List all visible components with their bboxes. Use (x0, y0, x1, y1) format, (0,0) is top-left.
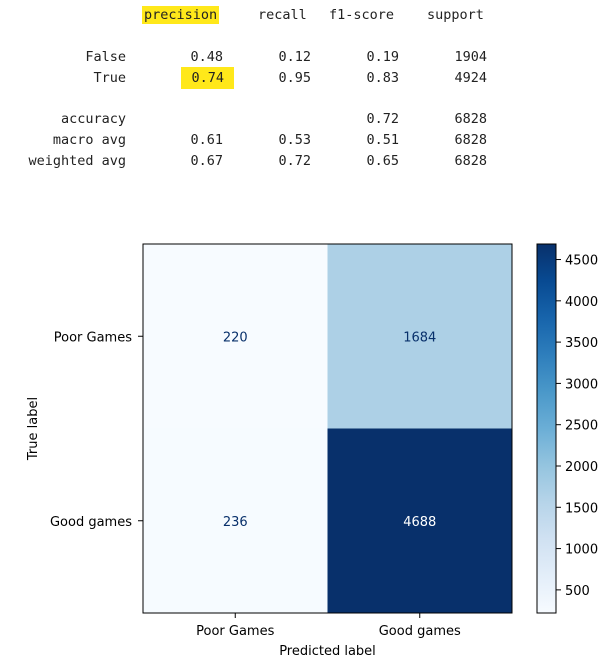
classification-report: precision recall f1-score support False … (0, 0, 612, 180)
colorbar (536, 243, 557, 614)
value-support: 6828 (454, 111, 487, 127)
value-precision-highlighted: 0.74 (181, 67, 234, 89)
value-recall: 0.95 (278, 70, 311, 86)
plot-frame (142, 243, 513, 614)
colorbar-tick-label: 1500 (565, 501, 598, 516)
value-support: 4924 (454, 70, 487, 86)
value-support: 1904 (454, 49, 487, 65)
col-header-f1: f1-score (329, 7, 395, 23)
col-header-support: support (427, 7, 484, 23)
colorbar-tick-label: 4000 (565, 295, 598, 310)
x-axis-label: Predicted label (279, 644, 376, 659)
value-recall: 0.53 (278, 132, 311, 148)
colorbar-tick-label: 3500 (565, 336, 598, 351)
row-label: True (93, 70, 126, 86)
heatmap-cell (143, 244, 328, 429)
cell-value-label: 4688 (403, 515, 436, 530)
colorbar-tick-label: 2000 (565, 460, 598, 475)
cell-value-label: 220 (223, 330, 248, 345)
value-precision: 0.48 (190, 49, 223, 65)
colorbar-tick-label: 4500 (565, 254, 598, 269)
value-recall: 0.12 (278, 49, 311, 65)
value-support: 6828 (454, 132, 487, 148)
row-label: accuracy (60, 111, 126, 127)
y-tick-label: Poor Games (54, 330, 132, 345)
value-f1: 0.72 (366, 111, 399, 127)
row-label: False (85, 49, 126, 65)
x-tick-label: Poor Games (196, 624, 274, 639)
heatmap-cell (327, 244, 512, 429)
value-f1: 0.19 (366, 49, 399, 65)
y-tick-label: Good games (50, 515, 132, 530)
value-precision: 0.61 (190, 132, 223, 148)
value-precision: 0.67 (190, 153, 223, 169)
colorbar-tick-label: 500 (565, 584, 590, 599)
colorbar-tick-label: 1000 (565, 543, 598, 558)
value-f1: 0.83 (366, 70, 399, 86)
cell-value-label: 236 (223, 515, 248, 530)
row-label: weighted avg (28, 153, 126, 169)
value-f1: 0.51 (366, 132, 399, 148)
colorbar-tick-label: 3000 (565, 377, 598, 392)
value-recall: 0.72 (278, 153, 311, 169)
col-header-precision: precision (142, 6, 220, 24)
cell-value-label: 1684 (403, 330, 436, 345)
value-support: 6828 (454, 153, 487, 169)
row-label: macro avg (52, 132, 126, 148)
value-f1: 0.65 (366, 153, 399, 169)
y-axis-label: True label (26, 397, 41, 461)
heatmap-cell (143, 428, 328, 613)
colorbar-tick-label: 2500 (565, 419, 598, 434)
heatmap-cell (327, 428, 512, 613)
col-header-recall: recall (258, 7, 307, 23)
x-tick-label: Good games (379, 624, 461, 639)
